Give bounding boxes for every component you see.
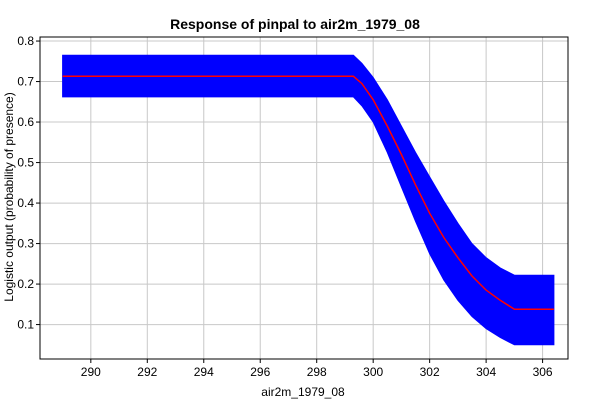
x-tick-label: 290 <box>81 365 101 379</box>
y-axis-label: Logistic output (probability of presence… <box>2 92 16 301</box>
y-tick-label: 0.4 <box>17 196 34 210</box>
x-tick-label: 300 <box>363 365 383 379</box>
y-tick-label: 0.2 <box>17 277 34 291</box>
chart-title: Response of pinpal to air2m_1979_08 <box>170 16 420 32</box>
mean-response-line <box>62 75 554 310</box>
y-tick-label: 0.6 <box>17 115 34 129</box>
x-tick-label: 292 <box>137 365 157 379</box>
x-tick-label: 306 <box>533 365 553 379</box>
x-tick-label: 302 <box>420 365 440 379</box>
y-tick-label: 0.7 <box>17 75 34 89</box>
y-tick-label: 0.8 <box>17 34 34 48</box>
x-axis-label: air2m_1979_08 <box>261 385 345 399</box>
y-tick-label: 0.5 <box>17 156 34 170</box>
x-tick-label: 296 <box>250 365 270 379</box>
plot-area: 290 292 294 296 298 300 302 304 306 0.1 0.2 0.3 0.4 0… <box>17 34 569 379</box>
plot-frame <box>39 36 569 360</box>
y-tick-label: 0.1 <box>17 318 34 332</box>
confidence-band <box>62 54 555 346</box>
x-tick-label: 294 <box>194 365 214 379</box>
y-tick-label: 0.3 <box>17 237 34 251</box>
x-tick-label: 304 <box>476 365 496 379</box>
x-tick-label: 298 <box>307 365 327 379</box>
